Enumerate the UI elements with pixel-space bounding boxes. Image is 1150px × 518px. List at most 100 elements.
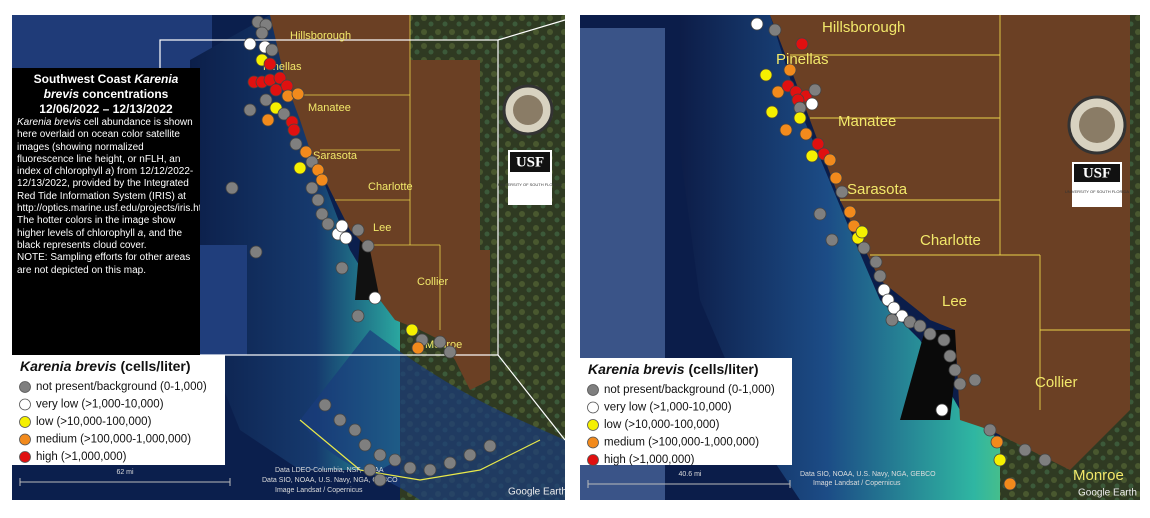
scale-label: 40.6 mi (679, 471, 702, 478)
sample-point (993, 453, 1007, 467)
keys-water (300, 330, 565, 500)
sample-point (277, 107, 291, 121)
info-date: 12/06/2022 – 12/13/2022 (39, 102, 173, 116)
sample-point (1038, 453, 1052, 467)
county-label: Collier (1035, 374, 1078, 391)
logo-name: USF (1083, 165, 1111, 181)
legend-label: not present/background (0-1,000) (36, 381, 207, 393)
county-label: Sarasota (847, 181, 908, 198)
sample-point (983, 423, 997, 437)
land-counties (270, 15, 490, 390)
keys-coast (299, 419, 541, 481)
scale-bar: 40.6 mi (587, 471, 791, 488)
county-label: Lee (373, 222, 391, 234)
sample-point (771, 85, 785, 99)
legend-swatch (19, 451, 31, 463)
legend-label: very low (>1,000-10,000) (604, 402, 732, 414)
sample-point (750, 17, 764, 31)
sample-point (805, 97, 819, 111)
sample-point (289, 137, 303, 151)
legend-label: low (>10,000-100,000) (604, 419, 720, 431)
sample-point (225, 181, 239, 195)
legend-swatch (587, 384, 599, 396)
legend-title: Karenia brevis (cells/liter) (588, 361, 759, 377)
legend-label: high (>1,000,000) (36, 451, 127, 463)
sample-point (843, 205, 857, 219)
legend-swatch (587, 419, 599, 431)
county-label: Sarasota (313, 150, 358, 162)
sample-point (388, 453, 402, 467)
watermark: Google Earth (1078, 488, 1137, 499)
sample-point (318, 398, 332, 412)
county-borders (300, 15, 441, 330)
sample-point (335, 261, 349, 275)
sample-point (768, 23, 782, 37)
sample-point (321, 217, 335, 231)
sample-point (263, 57, 277, 71)
sample-point (403, 461, 417, 475)
sample-point (291, 87, 305, 101)
left-map: Hillsborough Pinellas Manatee Sarasota C… (12, 15, 567, 500)
logo-name: USF (516, 154, 544, 170)
legend: Karenia brevis (cells/liter) not present/b… (12, 355, 225, 465)
sample-point (293, 161, 307, 175)
legend-label: low (>10,000-100,000) (36, 416, 152, 428)
legend-swatch (19, 416, 31, 428)
info-title: concentrations (82, 87, 169, 101)
info-text: , and the black represents cloud cover. (17, 227, 183, 251)
usf-logo: USF UNIVERSITY OF SOUTH FLORIDA (1065, 162, 1129, 207)
info-text: a (105, 166, 111, 178)
info-title: Southwest Coast (33, 72, 131, 86)
info-box: Southwest Coast Karenia brevis concentra… (12, 68, 200, 355)
legend-box (580, 358, 792, 465)
sample-point (948, 363, 962, 377)
sample-point (305, 181, 319, 195)
legend-swatch (587, 401, 599, 414)
usf-logo: USF UNIVERSITY OF SOUTH FLORIDA (498, 150, 562, 205)
credit: Data SIO, NOAA, U.S. Navy, NGA, GEBCO (262, 477, 398, 484)
sample-point (463, 448, 477, 462)
inset-line (497, 19, 565, 41)
sample-point (287, 123, 301, 137)
legend-swatch (19, 433, 31, 446)
sample-point (363, 463, 377, 477)
sample-point (348, 423, 362, 437)
sample-point (885, 313, 899, 327)
sample-points (225, 15, 497, 487)
legend-swatch (19, 398, 31, 411)
sample-point (269, 83, 283, 97)
county-label: Lee (942, 293, 967, 310)
county-label: Hillsborough (290, 30, 351, 42)
credit: Image Landsat / Copernicus (813, 480, 901, 487)
sample-point (351, 309, 365, 323)
county-borders (790, 15, 1130, 410)
legend-box (12, 355, 225, 465)
legend-title: Karenia brevis (cells/liter) (20, 358, 191, 374)
sample-point (813, 207, 827, 221)
scale-label: 62 mi (116, 469, 134, 476)
sample-point (259, 93, 273, 107)
county-label: Charlotte (368, 181, 413, 193)
legend-swatch (587, 436, 599, 449)
sample-point (759, 68, 773, 82)
sample-point (835, 185, 849, 199)
sample-point (361, 239, 375, 253)
legend-label: very low (>1,000-10,000) (36, 399, 164, 411)
sample-point (825, 233, 839, 247)
sample-point (311, 193, 325, 207)
sample-point (339, 231, 353, 245)
info-text: ) from 12/12/2022-12/13/2022, provided b… (17, 166, 200, 239)
legend-label: high (>1,000,000) (604, 454, 695, 466)
sample-point (405, 323, 419, 337)
legend-title-species: Karenia brevis (20, 358, 117, 374)
sample-point (943, 349, 957, 363)
sample-point (783, 63, 797, 77)
sample-point (483, 439, 497, 453)
sample-point (968, 373, 982, 387)
inset-line (497, 354, 565, 441)
legend-label: not present/background (0-1,000) (604, 384, 775, 396)
right-map: Hillsborough Pinellas Manatee Sarasota C… (580, 15, 1140, 500)
watermark: Google Earth (508, 487, 567, 498)
county-label: Pinellas (776, 51, 829, 68)
sample-point (443, 456, 457, 470)
